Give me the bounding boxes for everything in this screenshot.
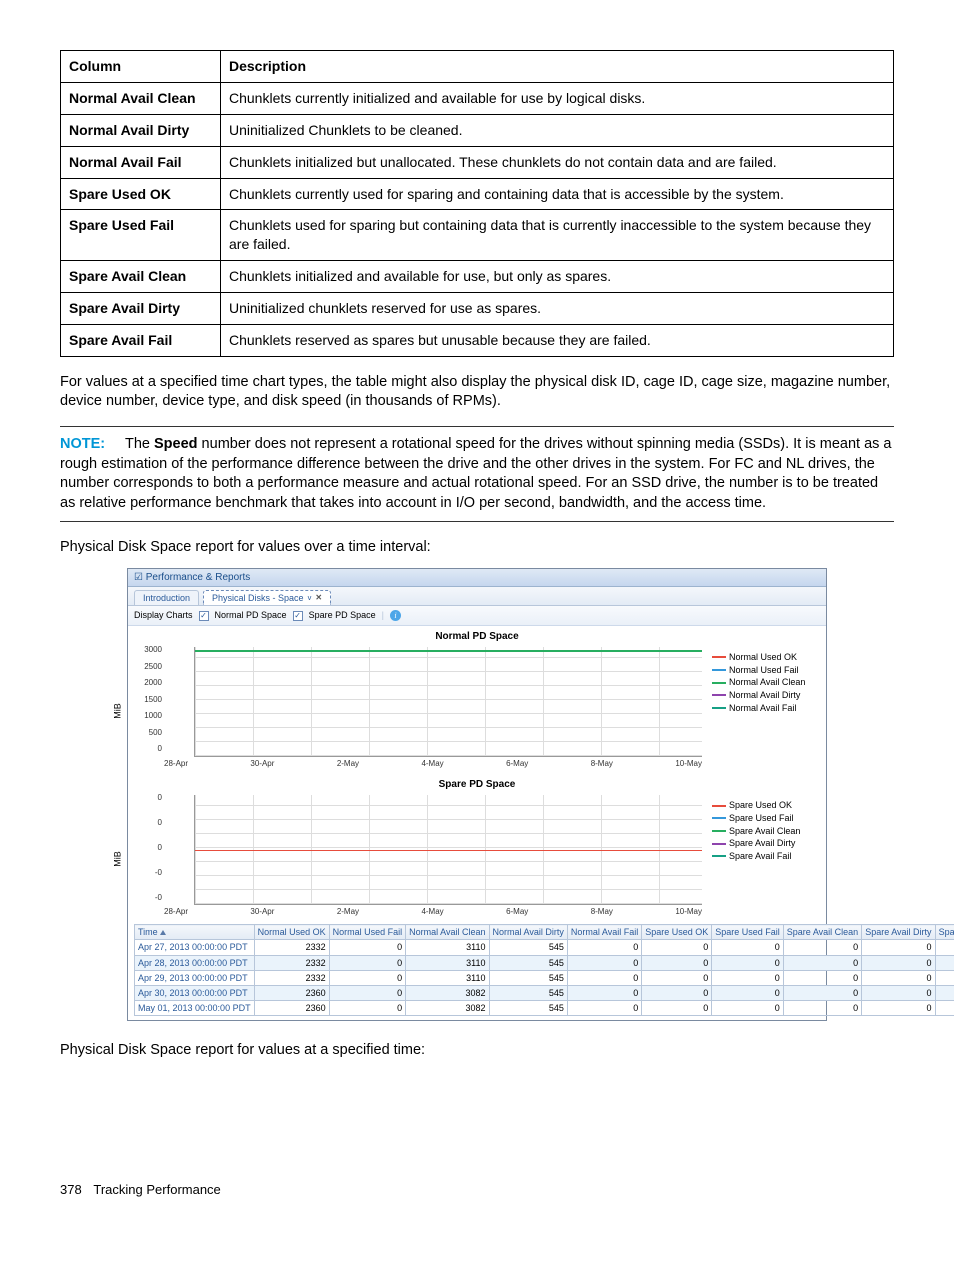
page-number: 378 (60, 1181, 90, 1199)
tab-introduction[interactable]: Introduction (134, 590, 199, 605)
chart2-x-axis: 28-Apr30-Apr2-May4-May6-May8-May10-May (164, 907, 702, 918)
table-row[interactable]: Apr 28, 2013 00:00:00 PDT233203110545000… (135, 955, 954, 970)
chart1-x-axis: 28-Apr30-Apr2-May4-May6-May8-May10-May (164, 759, 702, 770)
table-desc: Chunklets initialized but unallocated. T… (221, 146, 894, 178)
table-desc: Chunklets initialized and available for … (221, 261, 894, 293)
caption-specified-time: Physical Disk Space report for values at… (60, 1041, 894, 1061)
table-desc: Chunklets used for sparing but containin… (221, 210, 894, 261)
table-row[interactable]: May 01, 2013 00:00:00 PDT236003082545000… (135, 1000, 954, 1015)
header-description: Description (221, 51, 894, 83)
checkbox-normal-label: Normal PD Space (215, 609, 287, 621)
note-label: NOTE: (60, 436, 105, 452)
legend-item: Spare Avail Clean (712, 825, 818, 838)
paragraph-values-info: For values at a specified time chart typ… (60, 373, 894, 412)
table-term: Spare Used OK (61, 178, 221, 210)
col-header[interactable]: Spare Used OK (642, 925, 712, 940)
chart2-title: Spare PD Space (134, 778, 820, 792)
footer-section: Tracking Performance (93, 1182, 220, 1197)
display-charts-label: Display Charts (134, 609, 193, 621)
legend-item: Normal Used OK (712, 651, 818, 664)
table-row[interactable]: Apr 27, 2013 00:00:00 PDT233203110545000… (135, 940, 954, 955)
title-icon: ☑ (134, 572, 143, 583)
col-header[interactable]: Normal Avail Clean (406, 925, 489, 940)
col-header[interactable]: Spare Avail Fail (935, 925, 954, 940)
table-desc: Uninitialized chunklets reserved for use… (221, 293, 894, 325)
legend-item: Spare Used OK (712, 799, 818, 812)
sort-asc-icon (160, 930, 166, 935)
checkbox-normal-pd[interactable]: ✓ (199, 611, 209, 621)
col-header[interactable]: Normal Used OK (254, 925, 329, 940)
legend-item: Spare Avail Dirty (712, 837, 818, 850)
chart1-ylabel: MiB (112, 703, 124, 719)
checkbox-spare-label: Spare PD Space (309, 609, 376, 621)
table-desc: Uninitialized Chunklets to be cleaned. (221, 114, 894, 146)
close-icon[interactable]: ✕ (315, 593, 322, 604)
table-term: Spare Used Fail (61, 210, 221, 261)
col-header[interactable]: Normal Avail Fail (567, 925, 641, 940)
table-term: Normal Avail Dirty (61, 114, 221, 146)
col-header[interactable]: Time (135, 925, 255, 940)
tab-bar: Introduction Physical Disks - Space v ✕ (128, 587, 826, 606)
col-header[interactable]: Spare Avail Clean (783, 925, 861, 940)
page-footer: 378 Tracking Performance (60, 1181, 894, 1199)
table-desc: Chunklets reserved as spares but unusabl… (221, 325, 894, 357)
caption-interval: Physical Disk Space report for values ov… (60, 538, 894, 558)
table-term: Normal Avail Clean (61, 82, 221, 114)
window-title: ☑ Performance & Reports (128, 569, 826, 588)
report-screenshot: ☑ Performance & Reports Introduction Phy… (127, 568, 827, 1021)
legend-item: Normal Used Fail (712, 664, 818, 677)
legend-item: Normal Avail Clean (712, 676, 818, 689)
checkbox-spare-pd[interactable]: ✓ (293, 611, 303, 621)
col-header[interactable]: Normal Used Fail (329, 925, 406, 940)
chart1-legend: Normal Used OKNormal Used FailNormal Ava… (710, 645, 820, 776)
title-text: Performance & Reports (146, 572, 251, 583)
table-term: Spare Avail Fail (61, 325, 221, 357)
chart2-ylabel: MiB (112, 851, 124, 867)
note-text-before: The (125, 436, 154, 452)
chart2-y-axis: 000-0-0 (134, 793, 164, 903)
col-header[interactable]: Spare Avail Dirty (862, 925, 935, 940)
table-term: Spare Avail Dirty (61, 293, 221, 325)
col-header[interactable]: Normal Avail Dirty (489, 925, 567, 940)
chart1-title: Normal PD Space (134, 630, 820, 644)
chart1-plot (194, 647, 702, 757)
column-description-table: Column Description Normal Avail CleanChu… (60, 50, 894, 357)
header-column: Column (61, 51, 221, 83)
table-term: Normal Avail Fail (61, 146, 221, 178)
note-block: NOTE: The Speed number does not represen… (60, 426, 894, 522)
data-table: TimeNormal Used OKNormal Used FailNormal… (134, 924, 954, 1016)
chart2-plot (194, 795, 702, 905)
table-row[interactable]: Apr 29, 2013 00:00:00 PDT233203110545000… (135, 970, 954, 985)
table-row[interactable]: Apr 30, 2013 00:00:00 PDT236003082545000… (135, 985, 954, 1000)
legend-item: Spare Used Fail (712, 812, 818, 825)
chart-toolbar: Display Charts ✓ Normal PD Space ✓ Spare… (128, 606, 826, 625)
info-icon[interactable]: i (390, 610, 401, 621)
note-bold-speed: Speed (154, 436, 198, 452)
table-desc: Chunklets currently initialized and avai… (221, 82, 894, 114)
legend-item: Normal Avail Dirty (712, 689, 818, 702)
legend-item: Normal Avail Fail (712, 702, 818, 715)
tab-physical-disks-space[interactable]: Physical Disks - Space v ✕ (203, 590, 331, 605)
chart2-legend: Spare Used OKSpare Used FailSpare Avail … (710, 793, 820, 924)
legend-item: Spare Avail Fail (712, 850, 818, 863)
chart1-y-axis: 300025002000150010005000 (134, 645, 164, 755)
col-header[interactable]: Spare Used Fail (712, 925, 784, 940)
table-desc: Chunklets currently used for sparing and… (221, 178, 894, 210)
table-term: Spare Avail Clean (61, 261, 221, 293)
